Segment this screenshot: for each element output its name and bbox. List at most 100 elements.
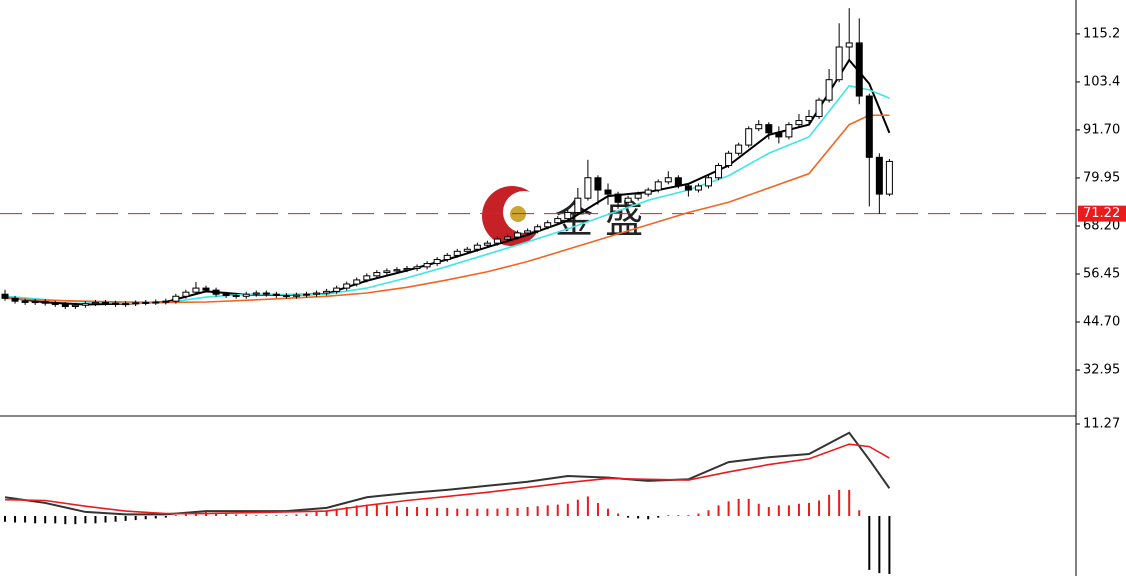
y-tick-label: 56.45	[1083, 266, 1120, 281]
candle-body	[705, 177, 712, 187]
candle-body	[182, 291, 190, 297]
candle-body	[614, 193, 622, 203]
candle-body	[865, 95, 873, 158]
candle-body	[433, 258, 441, 265]
candle-body	[514, 232, 522, 238]
y-tick-label: 115.2	[1083, 26, 1120, 41]
candle-body	[81, 303, 89, 306]
candle-body	[282, 294, 290, 297]
candle-body	[564, 211, 572, 220]
y-tick-label: 44.70	[1083, 315, 1120, 330]
candle-body	[855, 42, 863, 97]
candle-body	[493, 238, 501, 244]
candle-body	[443, 254, 451, 260]
candle-body	[835, 46, 843, 81]
candle-body	[403, 267, 411, 271]
candle-body	[212, 289, 220, 295]
candle-body	[363, 275, 371, 281]
watermark-logo	[482, 186, 545, 246]
y-tick-label: 68.20	[1083, 218, 1120, 233]
candle-body	[755, 124, 763, 130]
candle-body	[885, 160, 893, 195]
candle-body	[825, 79, 833, 101]
candle-body	[323, 290, 331, 294]
candle-body	[262, 292, 270, 295]
candle-body	[664, 177, 672, 183]
candle-body	[815, 99, 823, 117]
candle-body	[132, 302, 140, 305]
candle-body	[654, 181, 662, 191]
candle-body	[674, 177, 682, 187]
candle-body	[152, 301, 160, 304]
candle-body	[795, 120, 803, 126]
candle-body	[202, 287, 210, 291]
y-tick-label: 79.95	[1083, 170, 1120, 185]
candle-body	[172, 295, 180, 302]
candle-body	[845, 42, 853, 48]
candle-body	[313, 292, 321, 295]
candle-body	[594, 177, 602, 191]
candle-body	[192, 287, 200, 293]
candle-body	[634, 193, 642, 199]
candle-body	[142, 301, 150, 304]
candle-body	[232, 294, 240, 297]
candle-body	[483, 242, 491, 246]
candle-body	[51, 302, 59, 305]
indicator-line	[4, 431, 891, 516]
candle-body	[252, 292, 260, 295]
candle-body	[574, 197, 582, 213]
candle-body	[775, 132, 783, 138]
candle-body	[292, 294, 300, 297]
candle-body	[122, 303, 130, 306]
candle-body	[524, 230, 532, 234]
candle-body	[584, 177, 592, 199]
y-tick-label: 32.95	[1083, 363, 1120, 378]
candle-body	[383, 270, 391, 274]
candle-body	[11, 297, 19, 302]
candle-body	[91, 301, 99, 305]
candle-body	[463, 248, 471, 252]
candle-body	[373, 272, 381, 277]
y-tick-label: 91.70	[1083, 122, 1120, 137]
candle-body	[684, 185, 692, 191]
candle-body	[765, 124, 773, 134]
candle-body	[624, 197, 632, 203]
candle-body	[805, 115, 813, 122]
candle-body	[21, 300, 29, 303]
candle-body	[745, 128, 753, 146]
candle-body	[785, 124, 793, 138]
candle-body	[694, 185, 702, 191]
last-price-label: 71.22	[1083, 206, 1120, 221]
candle-body	[644, 189, 652, 195]
candle-body	[453, 250, 461, 256]
y-tick-label: 11.27	[1083, 417, 1120, 432]
candle-body	[735, 144, 743, 154]
candle-body	[303, 293, 310, 296]
candle-body	[423, 263, 431, 268]
candle-body	[31, 301, 39, 304]
indicator-line	[4, 443, 890, 515]
candle-body	[413, 266, 421, 269]
candle-body	[272, 293, 280, 296]
candle-body	[393, 269, 401, 272]
candle-body	[41, 301, 49, 304]
candle-body	[222, 293, 230, 296]
candle-body	[102, 301, 109, 304]
candle-body	[604, 189, 612, 195]
candle-body	[162, 300, 170, 303]
candle-body	[112, 302, 120, 305]
candle-body	[242, 293, 250, 297]
candle-body	[71, 304, 79, 307]
candle-body	[554, 218, 562, 224]
candle-body	[725, 152, 733, 167]
last-price-box	[1078, 205, 1126, 222]
y-tick-label: 103.4	[1083, 74, 1120, 89]
candle-body	[1, 293, 9, 299]
candle-body	[353, 279, 361, 285]
candle-body	[875, 156, 883, 195]
candle-body	[544, 222, 552, 228]
candle-body	[333, 287, 341, 292]
candle-body	[343, 283, 351, 289]
